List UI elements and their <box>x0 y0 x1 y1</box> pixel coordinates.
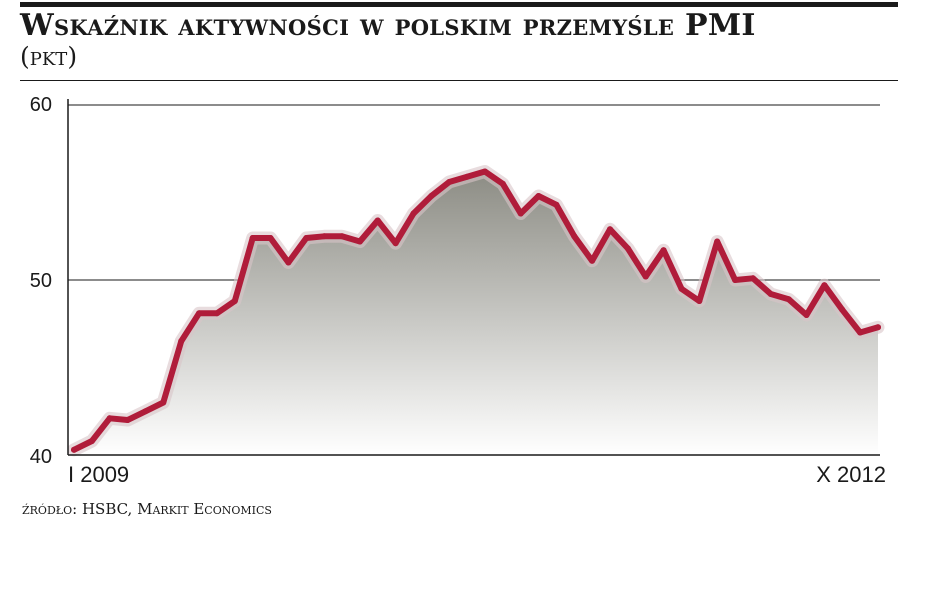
data-point-2010-08 <box>410 210 417 217</box>
data-point-2010-02 <box>303 235 310 241</box>
data-point-2011-08 <box>624 245 631 252</box>
data-point-2010-10 <box>446 179 453 185</box>
data-point-2012-08 <box>839 306 846 313</box>
data-point-2011-09 <box>642 273 649 280</box>
data-point-2012-09 <box>857 329 864 336</box>
data-point-2009-08 <box>196 310 203 317</box>
data-point-2012-03 <box>749 275 756 282</box>
data-point-2009-01 <box>71 446 77 453</box>
data-point-2010-05 <box>356 238 363 245</box>
title-rule <box>20 80 898 81</box>
data-point-2010-07 <box>392 240 399 247</box>
data-point-2011-06 <box>589 257 596 264</box>
data-point-2011-05 <box>571 233 578 240</box>
x-start-label: I 2009 <box>68 462 129 487</box>
top-rule <box>20 2 898 7</box>
x-end-label: X 2012 <box>816 462 886 487</box>
data-point-2009-09 <box>213 310 220 317</box>
source-note: źródło: HSBC, Markit Economics <box>22 500 272 518</box>
data-point-2012-01 <box>714 238 721 245</box>
data-point-2011-04 <box>553 201 560 208</box>
y-tick-label-60: 60 <box>30 94 52 116</box>
y-tick-label-50: 50 <box>30 270 52 292</box>
data-point-2011-11 <box>678 285 685 292</box>
data-point-2009-04 <box>124 417 131 423</box>
y-tick-label-40: 40 <box>30 446 52 468</box>
data-point-2009-02 <box>88 438 95 444</box>
data-point-2010-03 <box>321 233 328 240</box>
pmi-area-fill <box>74 171 878 455</box>
data-point-2010-01 <box>285 259 292 266</box>
data-point-2009-05 <box>142 408 149 415</box>
data-point-2012-04 <box>767 291 774 297</box>
data-point-2011-07 <box>607 226 613 233</box>
data-point-2011-10 <box>660 247 667 254</box>
data-point-2010-06 <box>374 217 381 224</box>
data-point-2012-05 <box>785 296 792 303</box>
data-point-2010-11 <box>464 173 471 180</box>
data-point-2009-10 <box>231 298 238 304</box>
data-point-2011-02 <box>517 210 524 217</box>
data-point-2009-12 <box>267 235 274 241</box>
data-point-2012-10 <box>875 324 881 331</box>
data-point-2011-12 <box>696 298 703 304</box>
data-point-2009-03 <box>106 415 113 422</box>
data-point-2009-11 <box>249 235 256 241</box>
data-point-2011-01 <box>499 180 506 187</box>
data-point-2010-04 <box>339 233 345 240</box>
data-point-2012-06 <box>803 312 810 318</box>
data-point-2012-02 <box>732 277 739 283</box>
data-point-2011-03 <box>535 193 542 199</box>
data-point-2012-07 <box>821 282 828 289</box>
chart-subtitle: (pkt) <box>20 42 78 71</box>
data-point-2009-07 <box>178 338 185 345</box>
pmi-series-line <box>71 168 881 453</box>
chart-title: Wskaźnik aktywności w polskim przemyśle … <box>20 8 756 43</box>
data-point-2010-09 <box>428 193 435 199</box>
data-point-2009-06 <box>160 399 167 406</box>
data-point-2010-12 <box>481 168 488 175</box>
